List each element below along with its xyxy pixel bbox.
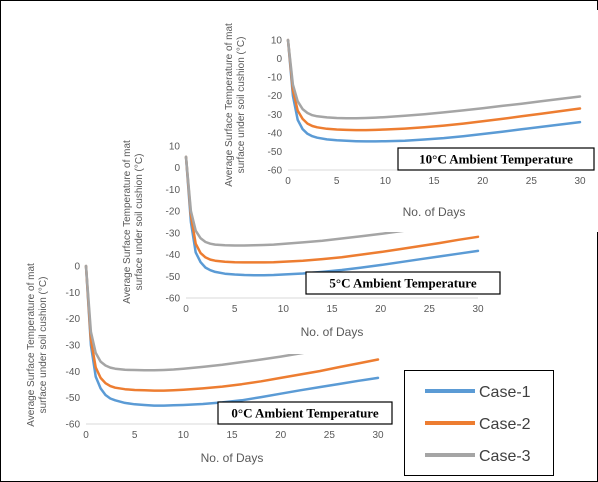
y-tick-label: -30 — [166, 228, 181, 239]
series-line-case-2 — [184, 155, 480, 264]
y-axis-label-line2: surface under soil cushion (°C) — [134, 154, 145, 291]
x-tick-label: 15 — [226, 430, 238, 441]
series-line-case-2 — [286, 38, 582, 132]
chart-5c-svg: 100-10-20-30-40-50-600 5 10 15 20 25 30Average… — [122, 140, 501, 339]
x-tick-label: 0 — [183, 304, 189, 315]
y-tick-label: 0 — [276, 54, 282, 65]
y-tick-label: -60 — [166, 294, 181, 305]
y-tick-label: -40 — [268, 128, 283, 139]
y-tick-label: -40 — [166, 250, 181, 261]
y-tick-label: -40 — [66, 367, 81, 378]
x-tick-label: 15 — [326, 304, 338, 315]
series-line-case-2 — [84, 264, 380, 392]
x-tick-label: 20 — [477, 176, 489, 187]
y-tick-label: -10 — [66, 288, 81, 299]
y-tick-label: -10 — [268, 73, 283, 84]
legend-svg: Case-1 Case-2 Case-3 — [425, 384, 531, 465]
series-line-case-3 — [286, 38, 582, 120]
y-axis-label: Average Surface Temperature of mat surfac… — [224, 23, 247, 187]
x-axis-label: No. of Days — [201, 451, 264, 465]
y-tick-label: -50 — [66, 393, 81, 404]
series-line-case-1 — [286, 38, 582, 143]
y-axis-label-line1: Average Surface Temperature of mat — [224, 23, 235, 187]
chart-title-box — [217, 401, 393, 425]
y-tick-label: -20 — [66, 314, 81, 325]
chart-title-box — [397, 147, 595, 171]
y-tick-label: 0 — [74, 262, 80, 273]
series-line-case-1 — [84, 264, 380, 407]
chart-title: 5°C Ambient Temperature — [329, 276, 476, 291]
y-tick-label: -30 — [66, 341, 81, 352]
x-tick-label: 30 — [574, 176, 586, 187]
chart-title-box — [305, 271, 501, 295]
x-tick-label: 5 — [132, 430, 138, 441]
y-tick-label: -30 — [268, 110, 283, 121]
x-tick-label: 25 — [424, 304, 436, 315]
legend-label-case-3: Case-3 — [479, 448, 531, 465]
y-axis-label: Average Surface Temperature of mat surfac… — [26, 263, 49, 427]
x-tick-label: 25 — [526, 176, 538, 187]
x-tick-label: 15 — [428, 176, 440, 187]
y-axis-label-line1: Average Surface Temperature of mat — [122, 140, 133, 304]
y-tick-label: -20 — [268, 91, 283, 102]
chart-10c-panel: 10 0 -10 -20 -30 -40 -50 -60 0 5 10 15 20 25 30 Average… — [212, 10, 598, 232]
y-tick-label: -60 — [268, 166, 283, 177]
y-tick-label: -50 — [166, 272, 181, 283]
y-tick-label: 0 — [174, 163, 180, 174]
y-axis-label-line2: surface under soil cushion (°C) — [236, 37, 247, 174]
series-line-case-1 — [184, 155, 480, 277]
x-tick-label: 10 — [278, 304, 290, 315]
x-tick-label: 0 — [83, 430, 89, 441]
y-tick-label: -60 — [66, 420, 81, 431]
legend: Case-1 Case-2 Case-3 — [404, 370, 554, 476]
x-axis-label: No. of Days — [403, 205, 466, 219]
y-tick-label: -50 — [268, 147, 283, 158]
x-tick-label: 10 — [178, 430, 190, 441]
x-tick-label: 5 — [334, 176, 340, 187]
y-axis-label: Average Surface Temperature of mat surfac… — [122, 140, 145, 304]
x-tick-label: 20 — [375, 304, 387, 315]
y-tick-label: 10 — [271, 36, 283, 47]
chart-title: 10°C Ambient Temperature — [419, 152, 573, 167]
x-tick-label: 25 — [324, 430, 336, 441]
x-tick-label: 20 — [275, 430, 287, 441]
y-axis-label-line2: surface under soil cushion (°C) — [38, 277, 49, 414]
chart-title: 0°C Ambient Temperature — [231, 406, 378, 421]
x-tick-label: 10 — [380, 176, 392, 187]
y-axis-label-line1: Average Surface Temperature of mat — [26, 263, 37, 427]
y-tick-label: 10 — [169, 142, 181, 153]
x-tick-label: 5 — [232, 304, 238, 315]
x-axis-label: No. of Days — [301, 325, 364, 339]
x-tick-label: 30 — [372, 430, 384, 441]
y-tick-label: -20 — [166, 207, 181, 218]
legend-label-case-2: Case-2 — [479, 416, 531, 433]
x-tick-label: 30 — [472, 304, 484, 315]
x-tick-label: 0 — [285, 176, 291, 187]
y-tick-label: -10 — [166, 185, 181, 196]
chart-10c-svg: 100-10-20-30-40-50-600 5 10 15 20 25 30Average… — [224, 23, 595, 219]
legend-label-case-1: Case-1 — [479, 384, 531, 401]
